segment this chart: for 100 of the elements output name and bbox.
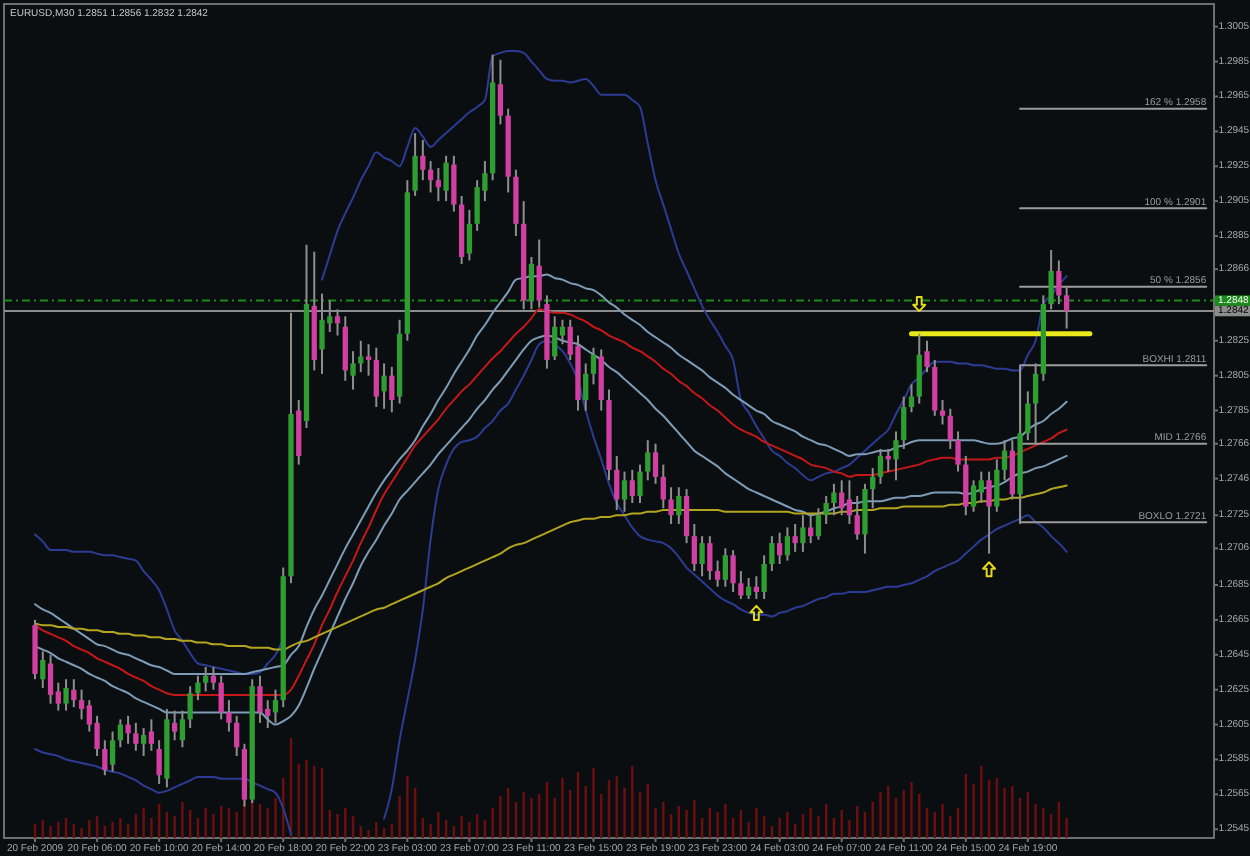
candlestick (901, 395, 907, 450)
candlestick (955, 430, 961, 473)
candlestick (660, 463, 666, 510)
candlestick (1056, 259, 1062, 306)
candlestick (358, 339, 364, 374)
candlestick (839, 479, 845, 517)
candlestick (513, 168, 519, 238)
candlestick (614, 454, 620, 511)
candlestick (40, 650, 46, 689)
candlestick (800, 514, 806, 553)
candlestick (257, 674, 263, 724)
candlestick (210, 666, 217, 691)
candlestick (435, 167, 441, 203)
candlestick (226, 699, 232, 733)
candlestick (350, 350, 356, 391)
candlestick (590, 346, 597, 386)
candlestick (777, 531, 783, 566)
candlestick (629, 468, 635, 504)
candlestick (676, 486, 682, 525)
candlestick (1025, 390, 1031, 442)
candlestick (730, 549, 736, 593)
candlestick (699, 535, 705, 578)
candlestick (621, 470, 628, 513)
candlestick (71, 678, 77, 709)
candlestick (296, 399, 302, 466)
candlestick (125, 714, 131, 745)
candlestick (451, 154, 457, 213)
candlestick (474, 179, 480, 232)
candlestick (47, 653, 54, 705)
candlestick (218, 674, 224, 721)
candlestick (63, 678, 69, 712)
candlestick (986, 470, 992, 555)
candlestick (707, 535, 713, 581)
candlestick (1032, 362, 1039, 445)
candlestick (916, 332, 922, 405)
candlestick (172, 709, 178, 742)
candlestick (195, 674, 201, 702)
candlestick (815, 507, 822, 541)
candlestick (420, 139, 426, 182)
candlestick (862, 482, 868, 555)
candlestick (148, 718, 155, 752)
candlestick (412, 132, 418, 197)
candlestick (1001, 439, 1008, 482)
point (982, 561, 997, 578)
candlestick (652, 442, 659, 485)
candlestick (443, 154, 449, 203)
candlestick (761, 554, 767, 600)
candlestick (784, 526, 791, 562)
candlestick (924, 339, 930, 374)
candlestick (427, 160, 434, 194)
candlestick (234, 714, 240, 757)
candlestick (877, 447, 884, 485)
candlestick (179, 709, 186, 749)
candlestick (187, 685, 193, 730)
candlestick (1009, 439, 1015, 501)
candlestick (823, 495, 829, 525)
candlestick (714, 559, 721, 588)
candlestick (381, 362, 387, 410)
candlestick (722, 547, 728, 588)
candlestick (683, 488, 690, 545)
candlestick (668, 486, 674, 525)
candlestick (365, 343, 372, 377)
candlestick (645, 439, 651, 482)
candlestick (908, 383, 915, 414)
candlestick (831, 482, 837, 517)
candlestick (109, 730, 116, 773)
candlestick (846, 479, 853, 525)
candlestick (272, 688, 279, 724)
candlestick (598, 348, 604, 412)
candlestick (978, 470, 984, 504)
candlestick (203, 666, 209, 693)
candlestick (932, 358, 938, 417)
candlestick (738, 570, 744, 600)
candlestick (854, 495, 860, 541)
candlestick (373, 346, 379, 409)
candlestick (691, 522, 697, 573)
candlestick (769, 535, 775, 573)
candlestick (552, 315, 558, 361)
point (749, 604, 764, 621)
candlestick (133, 721, 139, 752)
candlestick (963, 454, 969, 517)
candlestick (893, 430, 899, 482)
candlestick (102, 739, 108, 777)
point (912, 296, 927, 313)
candlestick (808, 514, 814, 545)
candlestick (497, 58, 504, 126)
candlestick (792, 522, 798, 553)
candlestick (994, 458, 1000, 513)
candlestick (637, 463, 643, 504)
candlestick (870, 467, 876, 510)
candlestick (389, 365, 395, 414)
candlestick (466, 208, 473, 262)
candlestick (970, 479, 977, 513)
candlestick (140, 727, 147, 757)
candlestick (947, 407, 953, 450)
candlestick (342, 315, 348, 382)
candlestick (583, 362, 589, 412)
candlestick (117, 718, 123, 749)
candlestick (78, 688, 85, 721)
candlestick (156, 739, 162, 785)
